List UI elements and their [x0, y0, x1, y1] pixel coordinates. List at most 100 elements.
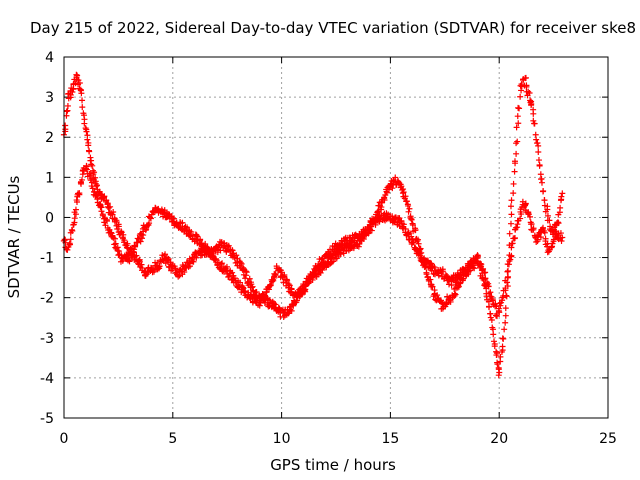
data-point — [502, 319, 509, 326]
data-point — [497, 353, 504, 360]
data-point — [281, 273, 288, 280]
data-point — [376, 218, 383, 225]
data-point — [150, 268, 157, 275]
data-point — [402, 225, 409, 232]
data-point — [383, 189, 390, 196]
data-point — [482, 269, 489, 276]
data-point — [61, 236, 68, 243]
data-point — [537, 234, 544, 241]
data-point — [557, 230, 564, 237]
data-point — [497, 302, 504, 309]
x-tick-label: 20 — [490, 431, 508, 447]
data-point — [410, 239, 417, 246]
y-tick-label: 0 — [45, 210, 54, 226]
data-point — [508, 197, 515, 204]
data-point — [79, 176, 86, 183]
data-point — [554, 219, 561, 226]
data-point — [434, 292, 441, 299]
data-point — [464, 267, 471, 274]
data-point — [535, 149, 542, 156]
data-point — [121, 237, 128, 244]
data-point — [188, 228, 195, 235]
data-point — [87, 170, 94, 177]
data-point — [408, 216, 415, 223]
data-point — [510, 180, 517, 187]
data-point — [246, 275, 253, 282]
data-point — [233, 252, 240, 259]
data-point — [507, 256, 514, 263]
data-point — [146, 220, 153, 227]
data-point — [508, 252, 515, 259]
data-point — [320, 258, 327, 265]
data-point — [84, 136, 91, 143]
data-point — [83, 163, 90, 170]
data-point — [76, 190, 83, 197]
data-point — [452, 278, 459, 285]
data-point — [312, 270, 319, 277]
data-point — [400, 221, 407, 228]
data-point — [507, 203, 514, 210]
data-point — [546, 217, 553, 224]
data-point — [64, 246, 71, 253]
data-point — [93, 192, 100, 199]
data-point — [431, 264, 438, 271]
data-point — [471, 265, 478, 272]
data-point — [403, 198, 410, 205]
data-point — [415, 240, 422, 247]
x-tick-label: 5 — [168, 431, 177, 447]
data-point — [79, 104, 86, 111]
data-point — [511, 234, 518, 241]
data-point — [493, 313, 500, 320]
data-point — [175, 273, 182, 280]
data-point — [142, 227, 149, 234]
data-point — [542, 235, 549, 242]
x-tick-label: 0 — [60, 431, 69, 447]
data-point — [496, 369, 503, 376]
data-point — [528, 100, 535, 107]
data-point — [103, 197, 110, 204]
data-point — [132, 243, 139, 250]
data-point — [62, 122, 69, 129]
data-point — [405, 202, 412, 209]
data-point — [190, 258, 197, 265]
data-point — [533, 136, 540, 143]
data-point — [243, 269, 250, 276]
data-point — [539, 224, 546, 231]
data-point — [494, 359, 501, 366]
data-point — [544, 206, 551, 213]
data-point — [485, 283, 492, 290]
data-point — [88, 179, 95, 186]
data-point — [513, 150, 520, 157]
data-point — [528, 221, 535, 228]
data-point — [82, 125, 89, 132]
data-point — [140, 232, 147, 239]
data-point — [547, 223, 554, 230]
data-point — [423, 269, 430, 276]
data-point — [500, 292, 507, 299]
data-point — [447, 298, 454, 305]
y-tick-label: 2 — [45, 130, 54, 146]
data-point — [509, 240, 516, 247]
data-point — [429, 283, 436, 290]
data-point — [559, 234, 566, 241]
data-point — [329, 252, 336, 259]
data-point — [534, 238, 541, 245]
data-point — [405, 229, 412, 236]
data-point — [240, 285, 247, 292]
data-point — [398, 217, 405, 224]
data-point — [115, 223, 122, 230]
data-point — [267, 282, 274, 289]
data-point — [248, 284, 255, 291]
data-point — [502, 305, 509, 312]
data-point — [69, 88, 76, 95]
data-point — [211, 256, 218, 263]
data-point — [77, 179, 84, 186]
data-point — [359, 233, 366, 240]
data-point — [284, 277, 291, 284]
data-point — [225, 273, 232, 280]
data-point — [73, 199, 80, 206]
data-point — [164, 257, 171, 264]
data-point — [66, 240, 73, 247]
